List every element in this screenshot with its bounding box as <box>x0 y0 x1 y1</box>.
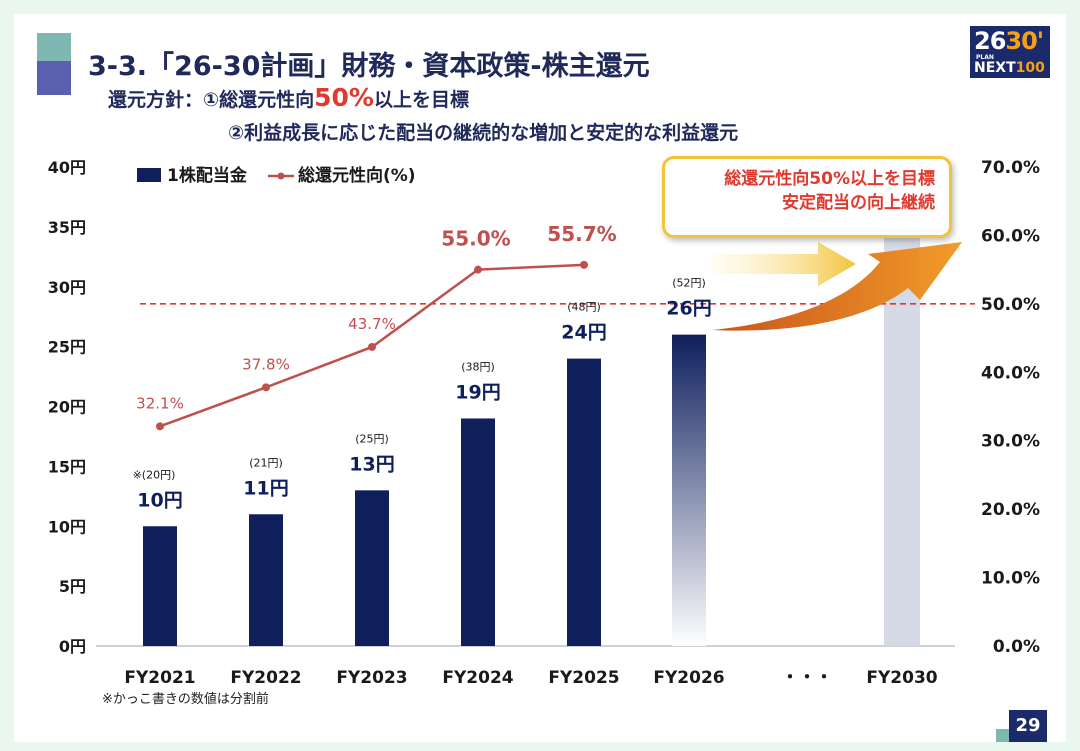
x-tick-label: FY2030 <box>866 668 937 688</box>
payout-ratio-point <box>262 383 270 392</box>
y-left-tick-label: 0円 <box>59 637 86 656</box>
y-right-tick-label: 10.0% <box>981 569 1040 589</box>
y-right-tick-label: 40.0% <box>981 363 1040 383</box>
y-right-tick-label: 0.0% <box>993 637 1040 657</box>
y-left-tick-label: 25円 <box>48 338 86 357</box>
x-tick-label: FY2025 <box>548 668 619 688</box>
target-callout: 総還元性向50%以上を目標 安定配当の向上継続 <box>662 156 952 238</box>
bar-value-label: 19円 <box>455 381 500 403</box>
x-tick-label: FY2026 <box>653 668 724 688</box>
pre-split-label: ※(20円) <box>133 468 176 481</box>
bar-fy2024 <box>461 418 495 646</box>
legend-line-label: 総還元性向(%) <box>298 165 416 186</box>
payout-ratio-label: 32.1% <box>136 394 184 412</box>
payout-ratio-label: 37.8% <box>242 355 290 373</box>
y-right-tick-label: 70.0% <box>981 158 1040 178</box>
x-tick-label: FY2021 <box>124 668 195 688</box>
policy-line-1-suffix: 以上を目標 <box>373 89 469 111</box>
y-right-tick-label: 30.0% <box>981 432 1040 452</box>
policy-line-1: 還元方針：①総還元性向50%以上を目標 <box>108 83 469 112</box>
yellow-arrow <box>712 242 856 286</box>
policy-line-1-highlight: 50% <box>314 83 374 112</box>
pre-split-label: (38円) <box>461 360 495 373</box>
plan-logo: 2630' PLAN NEXT100 <box>970 26 1050 78</box>
legend-bar-label: 1株配当金 <box>167 165 248 186</box>
y-right-tick-label: 50.0% <box>981 295 1040 315</box>
y-left-tick-label: 35円 <box>48 218 86 237</box>
payout-ratio-point <box>368 342 376 351</box>
y-right-tick-label: 60.0% <box>981 226 1040 246</box>
logo-next: NEXT <box>974 60 1016 76</box>
page-decoration <box>996 729 1009 742</box>
payout-ratio-point <box>580 260 588 269</box>
callout-line-2: 安定配当の向上継続 <box>782 193 935 213</box>
pre-split-label: (25円) <box>355 432 389 445</box>
bar-fy2030 <box>884 167 920 646</box>
bar-fy2022 <box>249 514 283 646</box>
y-left-tick-label: 30円 <box>48 278 86 297</box>
payout-ratio-point <box>156 422 164 431</box>
policy-line-1-prefix: 還元方針：①総還元性向 <box>108 89 315 111</box>
logo-100: 100 <box>1015 60 1045 76</box>
policy-line-2: ②利益成長に応じた配当の継続的な増加と安定的な利益還元 <box>228 122 739 144</box>
title-decoration-accent <box>37 33 71 61</box>
x-tick-label: FY2023 <box>336 668 407 688</box>
x-tick-label: ・・・ <box>782 668 833 688</box>
payout-ratio-label: 43.7% <box>348 315 396 333</box>
y-right-tick-label: 20.0% <box>981 500 1040 520</box>
orange-growth-arrow <box>712 242 962 331</box>
y-left-tick-label: 40円 <box>48 158 86 177</box>
y-left-tick-label: 10円 <box>48 517 86 536</box>
bar-value-label: 13円 <box>349 453 394 475</box>
bar-value-label: 11円 <box>243 477 288 499</box>
legend-bar-swatch <box>137 168 161 182</box>
page-title: 3-3.「26-30計画」財務・資本政策-株主還元 <box>88 51 650 82</box>
payout-ratio-label: 55.7% <box>547 222 616 246</box>
logo-30: 30' <box>1005 27 1044 55</box>
payout-ratio-label: 55.0% <box>441 227 510 251</box>
bar-fy2025 <box>567 358 601 646</box>
bar-value-label: 26円 <box>666 298 711 320</box>
payout-ratio-point <box>474 265 482 274</box>
bar-value-label: 10円 <box>137 489 182 511</box>
y-left-tick-label: 20円 <box>48 398 86 417</box>
y-left-tick-label: 15円 <box>48 457 86 476</box>
logo-line-1: 2630' <box>974 27 1044 55</box>
pre-split-label: (52円) <box>672 277 706 290</box>
pre-split-label: (48円) <box>567 301 601 314</box>
callout-line-1: 総還元性向50%以上を目標 <box>724 169 935 189</box>
pre-split-label: (21円) <box>249 456 283 469</box>
logo-plan: PLAN <box>976 54 994 61</box>
bar-value-label: 24円 <box>561 322 606 344</box>
bar-fy2023 <box>355 490 389 646</box>
x-tick-label: FY2024 <box>442 668 513 688</box>
y-left-tick-label: 5円 <box>59 577 86 596</box>
bar-fy2021 <box>143 526 177 646</box>
legend-line-marker <box>277 172 285 180</box>
page-number: 29 <box>1009 710 1047 742</box>
logo-line-3: NEXT100 <box>974 60 1045 76</box>
logo-26: 26 <box>974 27 1006 55</box>
x-tick-label: FY2022 <box>230 668 301 688</box>
footnote: ※かっこ書きの数値は分割前 <box>102 692 269 707</box>
bar-fy2026 <box>672 334 706 646</box>
